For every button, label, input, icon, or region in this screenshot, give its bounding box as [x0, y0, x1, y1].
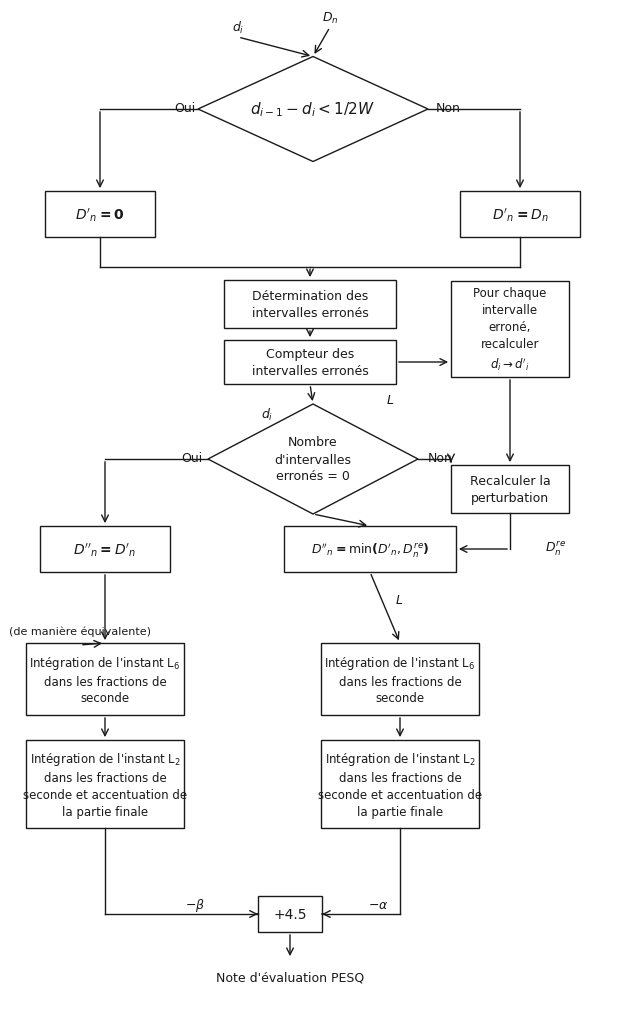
Text: $\boldsymbol{D''_n = \min(D'_n, D_n^{re})}$: $\boldsymbol{D''_n = \min(D'_n, D_n^{re}… [310, 540, 429, 558]
Text: Recalculer la
perturbation: Recalculer la perturbation [470, 475, 550, 504]
Text: Oui: Oui [175, 102, 195, 114]
FancyBboxPatch shape [26, 643, 184, 715]
Text: Intégration de l'instant L$_2$
dans les fractions de
seconde et accentuation de
: Intégration de l'instant L$_2$ dans les … [23, 750, 187, 818]
Text: $-\alpha$: $-\alpha$ [367, 899, 388, 912]
Text: $D_n^{re}$: $D_n^{re}$ [545, 538, 566, 556]
FancyBboxPatch shape [26, 740, 184, 828]
Text: Note d'évaluation PESQ: Note d'évaluation PESQ [216, 970, 364, 983]
Text: $L$: $L$ [395, 593, 403, 606]
Text: Nombre
d'intervalles
erronés = 0: Nombre d'intervalles erronés = 0 [274, 436, 352, 483]
Polygon shape [198, 57, 428, 162]
FancyBboxPatch shape [224, 340, 396, 384]
Text: Compteur des
intervalles erronés: Compteur des intervalles erronés [252, 347, 368, 378]
Text: $\boldsymbol{D'_n = D_n}$: $\boldsymbol{D'_n = D_n}$ [491, 206, 548, 223]
FancyBboxPatch shape [451, 281, 569, 378]
FancyBboxPatch shape [321, 643, 479, 715]
Text: Non: Non [436, 102, 461, 114]
FancyBboxPatch shape [40, 527, 170, 573]
Text: $d_i$: $d_i$ [232, 20, 244, 36]
Text: Intégration de l'instant L$_2$
dans les fractions de
seconde et accentuation de
: Intégration de l'instant L$_2$ dans les … [318, 750, 482, 818]
Text: $d_{i-1} - d_i <1/2W$: $d_{i-1} - d_i <1/2W$ [250, 101, 376, 119]
Text: Pour chaque
intervalle
erroné,
recalculer
$d_i \rightarrow d'_i$: Pour chaque intervalle erroné, recalcule… [473, 287, 546, 372]
FancyBboxPatch shape [284, 527, 456, 573]
FancyBboxPatch shape [451, 466, 569, 514]
Text: Oui: Oui [182, 451, 203, 464]
Text: (de manière équivalente): (de manière équivalente) [9, 626, 151, 637]
Text: +4.5: +4.5 [274, 907, 307, 921]
Polygon shape [208, 405, 418, 515]
Text: Détermination des
intervalles erronés: Détermination des intervalles erronés [252, 289, 368, 320]
FancyBboxPatch shape [460, 192, 580, 237]
Text: Intégration de l'instant L$_6$
dans les fractions de
seconde: Intégration de l'instant L$_6$ dans les … [324, 654, 476, 705]
FancyBboxPatch shape [321, 740, 479, 828]
Text: $d_i$: $d_i$ [261, 407, 273, 423]
Text: $L$: $L$ [386, 393, 394, 407]
Text: $\boldsymbol{D''_n = D'_n}$: $\boldsymbol{D''_n = D'_n}$ [73, 541, 136, 558]
Text: $D_n$: $D_n$ [322, 10, 338, 25]
FancyBboxPatch shape [45, 192, 155, 237]
Text: $-\beta$: $-\beta$ [185, 897, 205, 914]
Text: $\boldsymbol{D'_n = 0}$: $\boldsymbol{D'_n = 0}$ [75, 206, 125, 223]
Text: Non: Non [428, 451, 453, 464]
FancyBboxPatch shape [224, 280, 396, 329]
Text: Intégration de l'instant L$_6$
dans les fractions de
seconde: Intégration de l'instant L$_6$ dans les … [29, 654, 181, 705]
FancyBboxPatch shape [258, 896, 322, 932]
